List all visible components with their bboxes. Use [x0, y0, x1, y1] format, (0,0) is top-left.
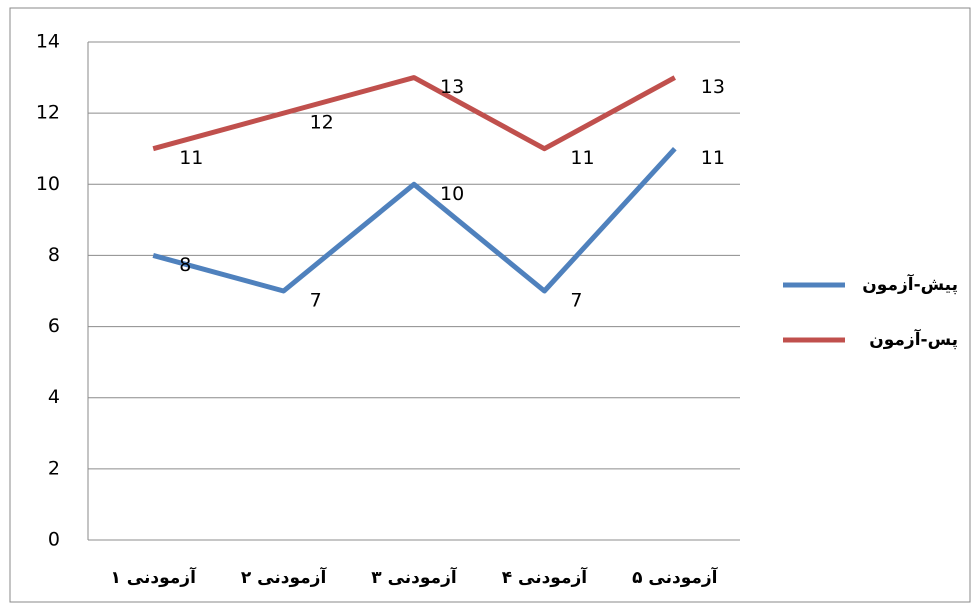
y-tick-label: 6: [48, 315, 60, 337]
x-tick-label: آزمودنی ۱: [110, 566, 197, 588]
chart-border: [10, 8, 970, 602]
y-tick-label: 4: [48, 386, 60, 408]
data-label: 7: [570, 290, 582, 312]
y-tick-label: 0: [48, 529, 60, 551]
data-label: 7: [310, 290, 322, 312]
y-tick-label: 10: [36, 173, 60, 195]
data-label: 12: [310, 112, 334, 134]
data-label: 11: [701, 147, 725, 169]
y-tick-label: 14: [36, 31, 60, 53]
chart: 0 2 4 6 8 10 12 14 آزمودنی ۱ آزمودنی ۲ آزمودنی ۳ آز…: [0, 0, 972, 604]
x-tick-label: آزمودنی ۵: [632, 566, 719, 588]
y-tick-label: 8: [48, 244, 60, 266]
data-label: 13: [440, 76, 464, 98]
y-tick-label: 2: [48, 457, 60, 479]
x-tick-label: آزمودنی ۲: [241, 566, 328, 588]
legend-label: پس-آزمون: [869, 328, 958, 350]
data-label: 11: [179, 147, 203, 169]
data-label: 13: [701, 76, 725, 98]
x-tick-label: آزمودنی ۴: [502, 566, 589, 588]
data-label: 11: [570, 147, 594, 169]
legend-label: پیش-آزمون: [862, 273, 958, 295]
data-label: 8: [179, 254, 191, 276]
y-tick-label: 12: [36, 102, 60, 124]
x-tick-label: آزمودنی ۳: [371, 566, 458, 588]
data-label: 10: [440, 183, 464, 205]
